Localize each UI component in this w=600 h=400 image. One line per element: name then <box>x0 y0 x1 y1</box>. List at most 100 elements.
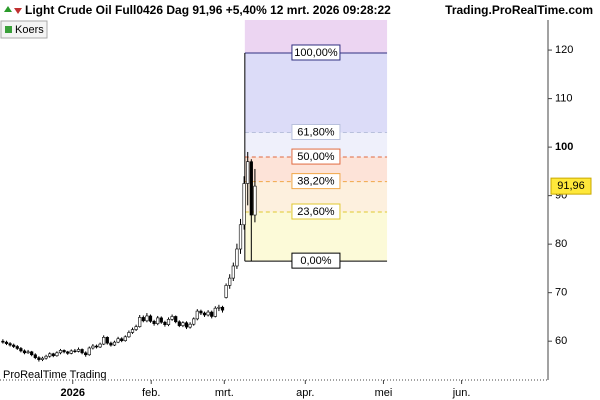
fib-label-box <box>291 203 341 220</box>
candle-body <box>1 340 5 343</box>
x-tick-label: mrt. <box>215 387 234 399</box>
candle-body <box>40 357 45 360</box>
fib-label: 23,60% <box>297 206 335 218</box>
candle-body <box>224 285 228 298</box>
candle-body <box>184 322 189 328</box>
candle-body <box>249 161 253 216</box>
up-icon <box>4 6 12 12</box>
x-tick-label: feb. <box>142 387 160 399</box>
fib-label: 61,80% <box>297 126 335 138</box>
candle-body <box>141 317 145 322</box>
candle-body <box>213 307 217 317</box>
candle-body <box>15 346 19 349</box>
candle-body <box>246 161 250 184</box>
candle-body <box>30 351 34 356</box>
last-price-box <box>550 177 592 195</box>
candle-body <box>127 332 131 338</box>
watermark: ProRealTime Trading <box>3 369 107 381</box>
candle-body <box>228 277 232 286</box>
candle-body <box>19 348 23 352</box>
y-tick-label: 60 <box>555 335 567 347</box>
candle-body <box>170 316 174 320</box>
candle-body <box>202 312 207 316</box>
fib-label-box <box>291 252 341 269</box>
legend[interactable] <box>0 20 48 39</box>
candle-body <box>210 311 214 317</box>
x-tick-label: jun. <box>452 387 471 399</box>
down-icon <box>14 8 22 14</box>
candle-body <box>235 248 239 267</box>
x-tick-label: apr. <box>296 387 314 399</box>
candle-body <box>174 316 178 323</box>
candle-body <box>199 310 203 314</box>
y-tick-label: 70 <box>555 287 567 299</box>
y-tick-label: 120 <box>555 44 573 56</box>
candle-body <box>231 265 235 279</box>
candle-body <box>181 322 185 326</box>
candle-body <box>220 306 225 311</box>
candle-body <box>192 318 196 325</box>
plot: 0,00% 23,60% 38,20% 50,00% 61,80% 100,00% <box>1 20 388 362</box>
candle-body <box>112 341 117 346</box>
candle-body <box>58 350 63 354</box>
candle-body <box>156 317 160 325</box>
candle-body <box>91 345 95 349</box>
candle-body <box>4 341 9 344</box>
candle-body <box>37 357 41 360</box>
candle-body <box>134 326 138 330</box>
y-tick-label: 80 <box>555 238 567 250</box>
candle-body <box>73 350 77 352</box>
candle-body <box>87 347 91 356</box>
candle-body <box>105 337 109 344</box>
candle-body <box>69 350 73 354</box>
candle-body <box>242 183 246 226</box>
candle-body <box>51 353 55 357</box>
candle-body <box>55 352 59 357</box>
chart-title: Light Crude Oil Full0426 Dag 91,96 +5,40… <box>25 3 391 17</box>
candle-body <box>22 350 27 354</box>
candle-body <box>76 349 81 352</box>
candle-body <box>188 323 192 328</box>
candle-body <box>120 338 124 342</box>
candle-body <box>94 345 99 348</box>
fib-label: 38,20% <box>297 176 335 188</box>
fib-label: 50,00% <box>297 151 335 163</box>
candle-body <box>44 355 48 359</box>
candle-body <box>66 351 70 354</box>
candle-body <box>84 352 88 356</box>
candle-body <box>253 185 257 216</box>
candle-body <box>206 311 210 316</box>
fib-label-box <box>291 173 341 190</box>
candle-body <box>195 310 199 320</box>
candle-body <box>217 306 221 309</box>
candle-body <box>109 342 113 346</box>
y-tick-label: 100 <box>555 141 573 153</box>
candle-body <box>8 343 12 346</box>
candle-body <box>145 315 149 322</box>
fib-label-box <box>291 124 341 141</box>
fib-label-box <box>291 44 341 61</box>
candle-body <box>33 354 37 358</box>
candle-body <box>98 343 102 348</box>
candle-body <box>102 337 106 345</box>
candle-body <box>116 338 120 343</box>
last-price-label: 91,96 <box>557 180 585 192</box>
candle-body <box>12 344 16 347</box>
candle-body <box>159 317 163 323</box>
y-tick-label: 110 <box>555 93 573 105</box>
x-tick-label: 2026 <box>60 387 84 399</box>
fib-label: 0,00% <box>300 255 331 267</box>
fib-label-box <box>291 148 341 165</box>
x-tick-label: mei <box>375 387 393 399</box>
candle-body <box>130 329 135 333</box>
candle-body <box>48 353 52 357</box>
candle-body <box>26 351 30 354</box>
candle-body <box>123 336 127 342</box>
candle-body <box>163 321 167 325</box>
candle-body <box>152 320 156 325</box>
candle-body <box>166 319 171 325</box>
candle-body <box>148 315 153 322</box>
legend-label: Koers <box>15 24 44 36</box>
legend-icon <box>5 26 12 33</box>
fib-label: 100,00% <box>294 47 338 59</box>
